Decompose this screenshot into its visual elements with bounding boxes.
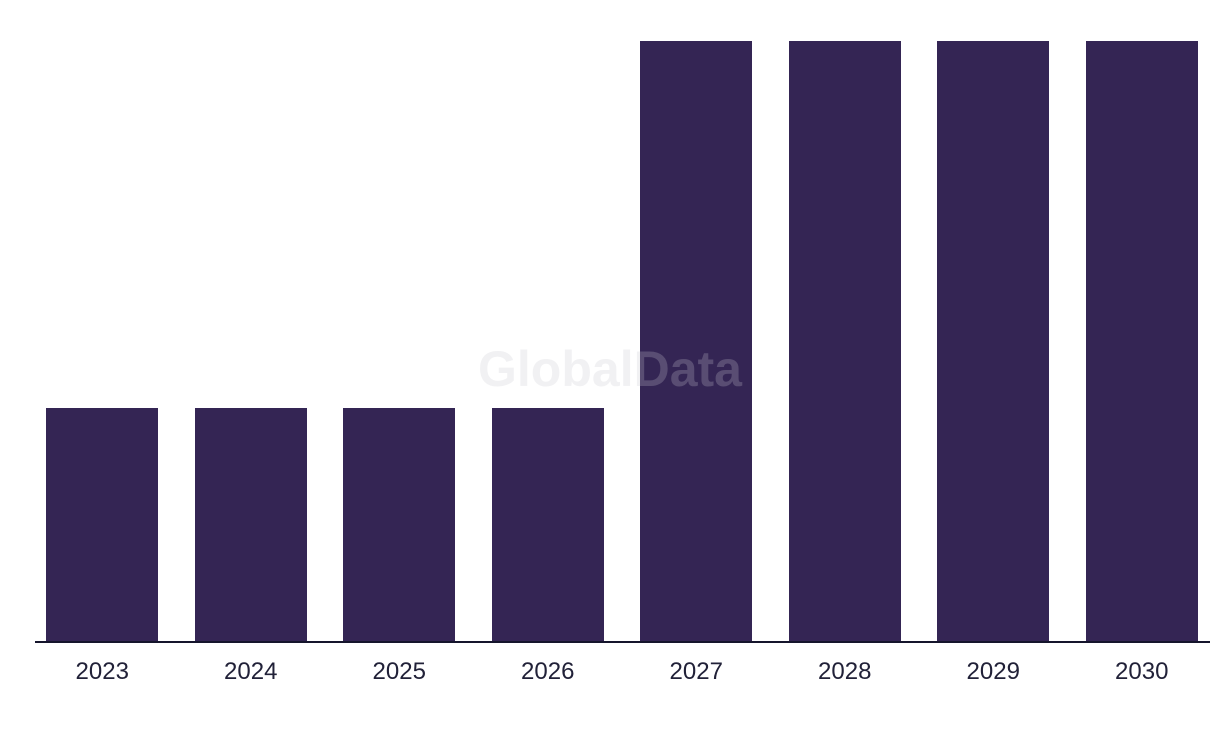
- x-tick-label-2025: 2025: [372, 658, 426, 685]
- x-tick-label-2027: 2027: [669, 658, 723, 685]
- x-axis-tick-labels: 2023 2024 2025 2026 2027 2028 2029 2030: [28, 658, 1216, 686]
- bar-2026: [491, 408, 604, 641]
- x-tick-label-2028: 2028: [818, 658, 872, 685]
- bar-slot-2026: [474, 41, 623, 641]
- x-axis-line: [35, 641, 1210, 643]
- x-tick-label-2024: 2024: [224, 658, 278, 685]
- bar-2027: [640, 41, 753, 641]
- bar-2030: [1085, 41, 1198, 641]
- bar-2025: [343, 408, 456, 641]
- x-tick-label-2030: 2030: [1115, 658, 1169, 685]
- bar-slot-2025: [325, 41, 474, 641]
- plot-area: [28, 41, 1216, 641]
- bar-slot-2029: [919, 41, 1068, 641]
- bar-slot-2023: [28, 41, 177, 641]
- bar-slot-2024: [177, 41, 326, 641]
- x-tick-label-2023: 2023: [75, 658, 129, 685]
- bar-slot-2027: [622, 41, 771, 641]
- bar-2024: [194, 408, 307, 641]
- x-tick-label-2026: 2026: [521, 658, 575, 685]
- bar-slot-2028: [771, 41, 920, 641]
- bar-2028: [788, 41, 901, 641]
- bar-2023: [46, 408, 159, 641]
- bar-slot-2030: [1068, 41, 1217, 641]
- bar-2029: [937, 41, 1050, 641]
- x-tick-label-2029: 2029: [966, 658, 1020, 685]
